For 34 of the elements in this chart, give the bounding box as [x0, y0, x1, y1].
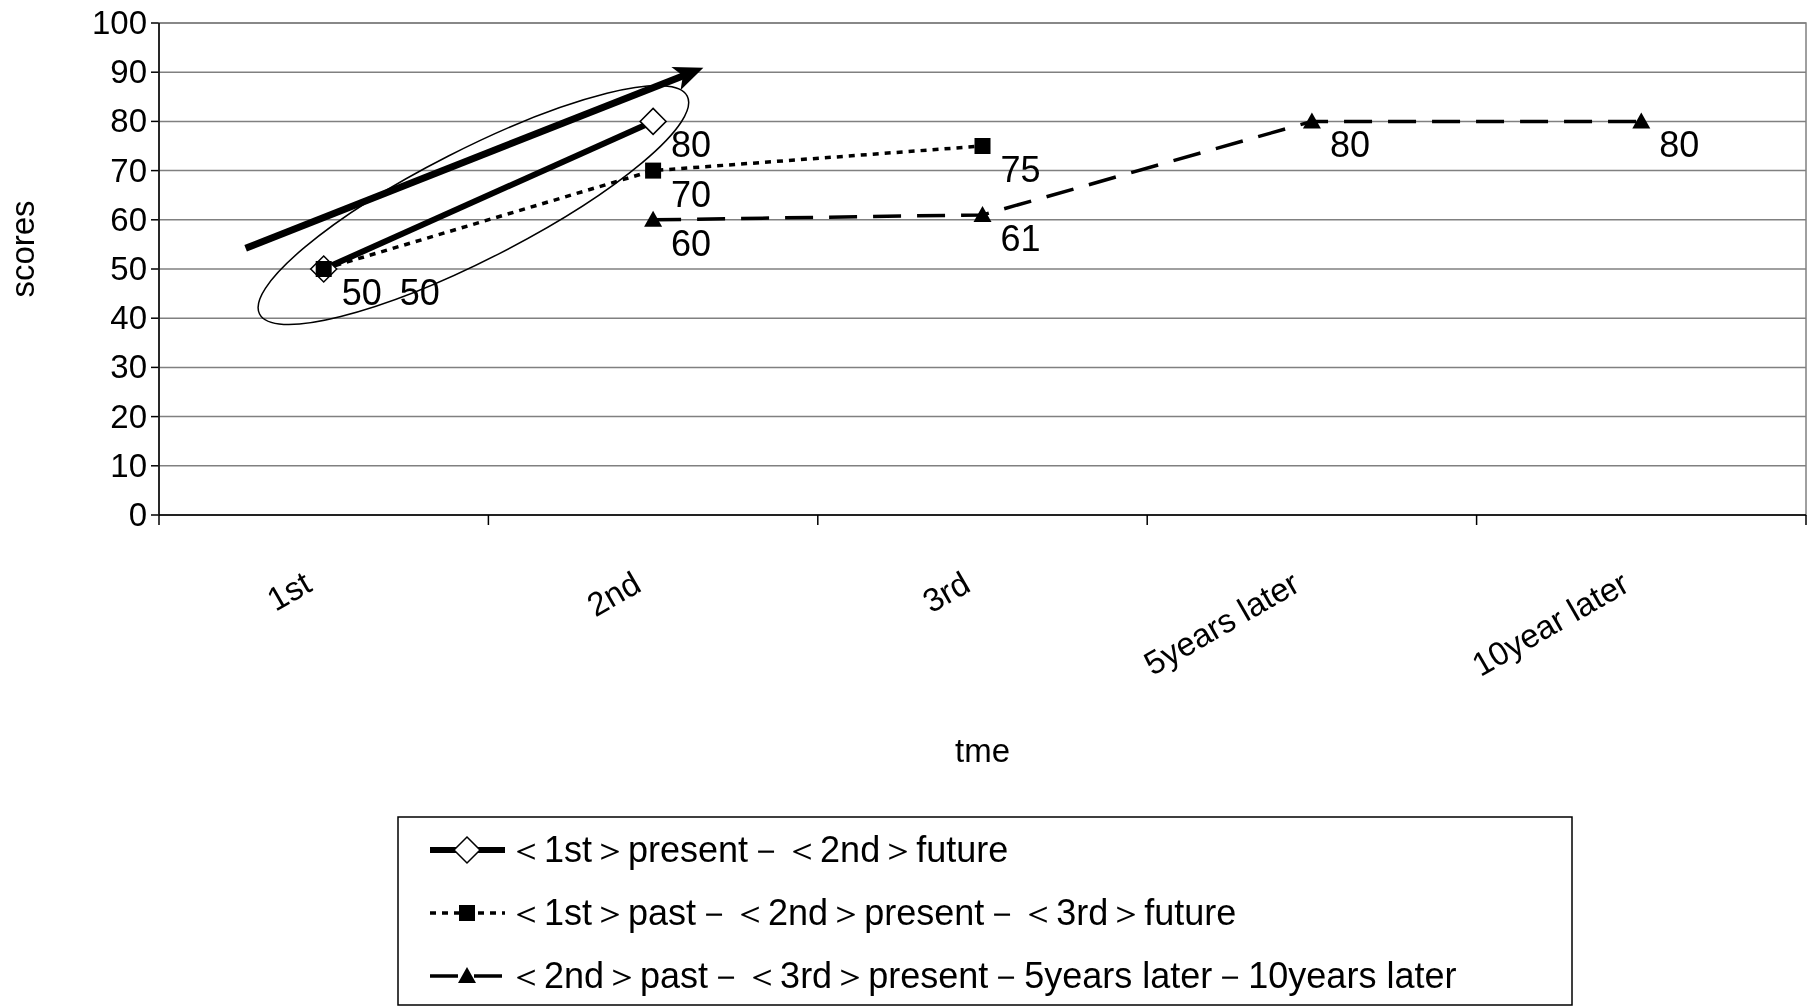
y-tick-label: 50	[110, 250, 147, 287]
point	[1302, 112, 1321, 129]
point	[973, 205, 992, 222]
data-label: 70	[671, 173, 712, 215]
x-tick-label: 1st	[260, 564, 318, 619]
y-tick-label: 70	[110, 151, 147, 189]
x-axis-title: tme	[954, 732, 1011, 769]
y-tick-label: 40	[110, 299, 147, 337]
point	[639, 107, 667, 136]
legend-label: ＜2nd＞past－＜3rd＞present－5years later－10years later	[508, 955, 1457, 996]
data-label: 75	[1000, 149, 1041, 190]
y-tick-label: 90	[110, 53, 147, 91]
y-tick-label: 20	[110, 397, 147, 435]
y-tick-label: 60	[110, 200, 147, 238]
y-tick-label: 0	[128, 496, 147, 533]
data-label: 50	[341, 272, 382, 313]
data-label: 80	[1659, 124, 1700, 166]
x-tick-label: 3rd	[916, 564, 976, 620]
data-label: 80	[671, 124, 712, 166]
y-tick-label: 10	[110, 446, 147, 484]
point	[645, 162, 662, 179]
point	[644, 210, 663, 227]
data-label: 80	[1329, 124, 1370, 166]
legend-label: ＜1st＞past－＜2nd＞present－＜3rd＞future	[508, 892, 1237, 933]
data-label: 60	[671, 222, 712, 264]
y-tick-label: 100	[91, 4, 147, 41]
data-label: 61	[1000, 217, 1041, 259]
y-tick-label: 80	[110, 102, 147, 140]
point	[1632, 112, 1651, 129]
legend-label: ＜1st＞present－＜2nd＞future	[508, 829, 1009, 870]
y-tick-label: 30	[110, 348, 147, 386]
y-axis-title: scores	[4, 200, 41, 298]
point	[974, 138, 991, 154]
x-tick-label: 2nd	[580, 564, 647, 624]
